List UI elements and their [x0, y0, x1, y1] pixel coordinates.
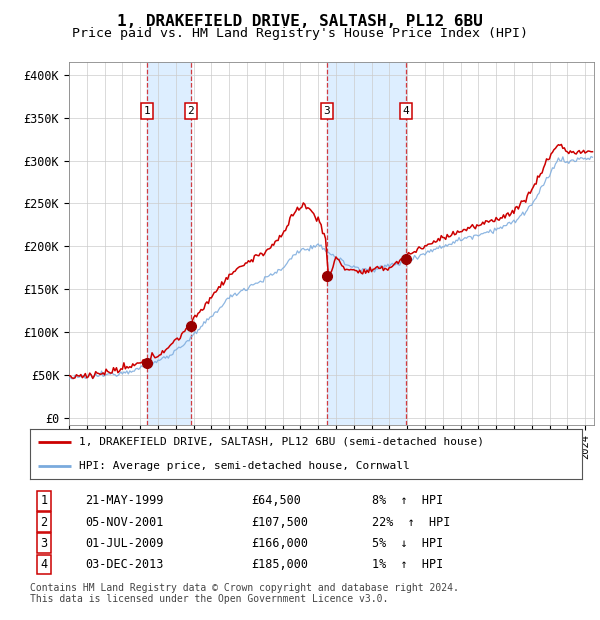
Text: Price paid vs. HM Land Registry's House Price Index (HPI): Price paid vs. HM Land Registry's House …	[72, 27, 528, 40]
Text: 1, DRAKEFIELD DRIVE, SALTASH, PL12 6BU: 1, DRAKEFIELD DRIVE, SALTASH, PL12 6BU	[117, 14, 483, 29]
Text: 8%  ↑  HPI: 8% ↑ HPI	[372, 494, 443, 507]
Text: 21-MAY-1999: 21-MAY-1999	[85, 494, 164, 507]
Text: 4: 4	[40, 558, 47, 571]
Bar	[147, 62, 191, 425]
Text: 1, DRAKEFIELD DRIVE, SALTASH, PL12 6BU (semi-detached house): 1, DRAKEFIELD DRIVE, SALTASH, PL12 6BU (…	[79, 437, 484, 447]
Text: 5%  ↓  HPI: 5% ↓ HPI	[372, 537, 443, 550]
Text: 05-NOV-2001: 05-NOV-2001	[85, 516, 164, 528]
Text: £166,000: £166,000	[251, 537, 308, 550]
Text: HPI: Average price, semi-detached house, Cornwall: HPI: Average price, semi-detached house,…	[79, 461, 409, 471]
Text: £64,500: £64,500	[251, 494, 301, 507]
Text: 1%  ↑  HPI: 1% ↑ HPI	[372, 558, 443, 571]
Text: 2: 2	[187, 106, 194, 116]
Text: 3: 3	[323, 106, 331, 116]
Text: Contains HM Land Registry data © Crown copyright and database right 2024.
This d: Contains HM Land Registry data © Crown c…	[30, 583, 459, 604]
Text: 22%  ↑  HPI: 22% ↑ HPI	[372, 516, 451, 528]
Bar	[327, 62, 406, 425]
Text: £107,500: £107,500	[251, 516, 308, 528]
Text: 4: 4	[403, 106, 409, 116]
Text: 2: 2	[40, 516, 47, 528]
Text: 3: 3	[40, 537, 47, 550]
Text: 1: 1	[143, 106, 151, 116]
Text: £185,000: £185,000	[251, 558, 308, 571]
Text: 01-JUL-2009: 01-JUL-2009	[85, 537, 164, 550]
Text: 1: 1	[40, 494, 47, 507]
Text: 03-DEC-2013: 03-DEC-2013	[85, 558, 164, 571]
